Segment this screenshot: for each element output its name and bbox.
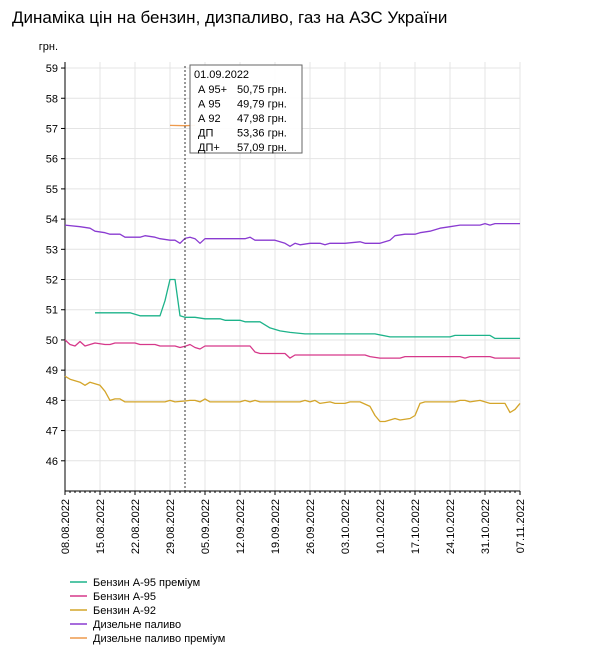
x-tick-label: 31.10.2022 bbox=[480, 499, 492, 554]
legend-label: Бензин А-95 bbox=[93, 591, 156, 603]
tooltip-row-value: 49,79 грн. bbox=[237, 99, 287, 111]
y-tick-label: 50 bbox=[46, 335, 58, 347]
y-tick-label: 51 bbox=[46, 305, 58, 317]
series-line-1 bbox=[95, 278, 520, 340]
tooltip-date: 01.09.2022 bbox=[194, 69, 249, 81]
x-tick-label: 05.09.2022 bbox=[200, 499, 212, 554]
chart-title: Динаміка цін на бензин, дизпаливо, газ н… bbox=[12, 8, 448, 27]
legend-label: Дизельне паливо bbox=[93, 619, 181, 631]
series-line-2 bbox=[64, 339, 520, 359]
x-tick-label: 24.10.2022 bbox=[445, 499, 457, 554]
tooltip-row-value: 47,98 грн. bbox=[237, 113, 287, 125]
y-tick-label: 54 bbox=[46, 214, 58, 226]
y-tick-label: 55 bbox=[46, 184, 58, 196]
x-tick-label: 22.08.2022 bbox=[130, 499, 142, 554]
x-tick-label: 15.08.2022 bbox=[95, 499, 107, 554]
tooltip-row-label: ДП bbox=[198, 128, 213, 140]
y-tick-label: 46 bbox=[46, 456, 58, 468]
series-line-3 bbox=[64, 375, 521, 423]
tooltip-row-label: ДП+ bbox=[198, 142, 220, 154]
y-axis-label: грн. bbox=[39, 41, 58, 53]
y-tick-label: 49 bbox=[46, 365, 58, 377]
x-tick-label: 07.11.2022 bbox=[515, 499, 527, 553]
axes: 46 47 48 49 50 51 52 53 54 55 56 57 58 59 08.08.2022 15… bbox=[46, 62, 527, 554]
tooltip-box bbox=[189, 64, 303, 154]
series-lines bbox=[64, 124, 521, 423]
x-tick-label: 03.10.2022 bbox=[340, 499, 352, 554]
y-tick-label: 56 bbox=[46, 154, 58, 166]
tooltip: 01.09.2022 А 95+ 50,75 грн. А 95 49,79 грн. А… bbox=[189, 64, 303, 154]
y-tick-label: 59 bbox=[46, 63, 58, 75]
x-tick-label: 17.10.2022 bbox=[410, 499, 422, 554]
x-tick-label: 10.10.2022 bbox=[375, 499, 387, 554]
tooltip-row-value: 50,75 грн. bbox=[237, 84, 287, 96]
tooltip-row-label: А 95 bbox=[198, 99, 221, 111]
legend-label: Дизельне паливо преміум bbox=[93, 633, 225, 645]
tooltip-row-value: 53,36 грн. bbox=[237, 128, 287, 140]
x-tick-label: 26.09.2022 bbox=[305, 499, 317, 554]
y-tick-label: 52 bbox=[46, 275, 58, 287]
y-tick-label: 53 bbox=[46, 244, 58, 256]
y-tick-label: 58 bbox=[46, 93, 58, 105]
y-tick-label: 57 bbox=[46, 123, 58, 135]
tooltip-row-label: А 92 bbox=[198, 113, 221, 125]
legend-label: Бензин А-92 bbox=[93, 605, 156, 617]
x-tick-label: 12.09.2022 bbox=[235, 499, 247, 554]
legend-label: Бензин А-95 преміум bbox=[93, 577, 200, 589]
legend: Бензин А-95 преміум Бензин А-95 Бензин А-9… bbox=[70, 577, 225, 645]
tooltip-row-label: А 95+ bbox=[198, 84, 227, 96]
tooltip-row-value: 57,09 грн. bbox=[237, 142, 287, 154]
y-tick-label: 48 bbox=[46, 395, 58, 407]
y-tick-label: 47 bbox=[46, 426, 58, 438]
grid bbox=[64, 62, 521, 491]
x-tick-label: 19.09.2022 bbox=[270, 499, 282, 554]
x-tick-label: 08.08.2022 bbox=[60, 499, 72, 554]
series-line-4 bbox=[64, 222, 520, 247]
x-tick-label: 29.08.2022 bbox=[165, 499, 177, 554]
